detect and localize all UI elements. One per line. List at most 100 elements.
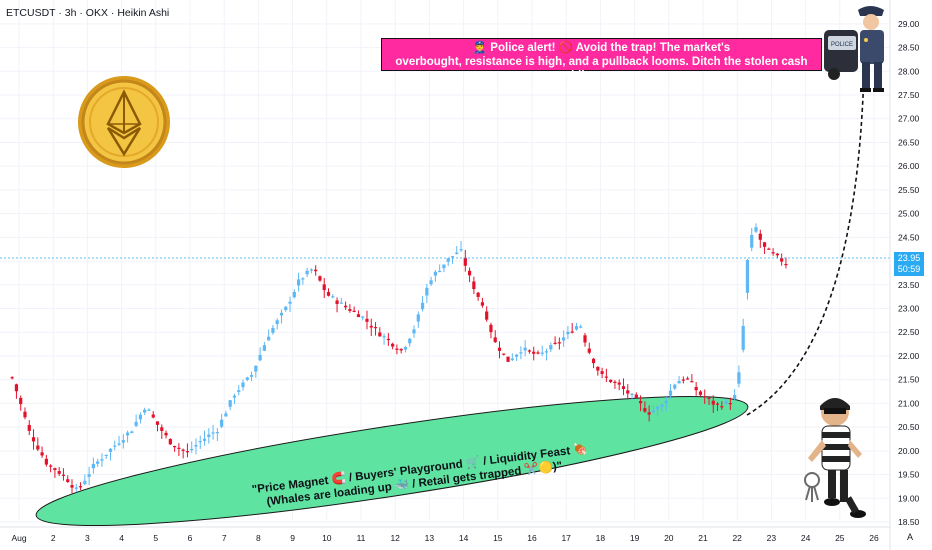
candle-body <box>361 316 365 318</box>
accumulation-zone <box>35 395 749 527</box>
candle-body <box>604 376 608 378</box>
time-tick-label: 18 <box>596 533 606 543</box>
candle-body <box>750 234 754 248</box>
candles <box>10 223 788 494</box>
price-tick-label: 20.50 <box>898 422 920 432</box>
price-tick-label: 26.50 <box>898 137 920 147</box>
candle-body <box>117 443 121 445</box>
candle-body <box>455 252 459 254</box>
price-tick-label: 25.50 <box>898 185 920 195</box>
candle-body <box>262 345 266 351</box>
candle-body <box>724 401 728 404</box>
candle-body <box>352 310 356 312</box>
candle-body <box>301 278 305 280</box>
candle-body <box>121 440 125 443</box>
candle-body <box>211 432 215 434</box>
time-tick-label: 17 <box>561 533 571 543</box>
candle-body <box>664 400 668 404</box>
candle-body <box>61 474 66 476</box>
candle-body <box>583 335 587 343</box>
candle-body <box>784 263 788 266</box>
candle-body <box>391 343 395 347</box>
candle-body <box>489 324 493 333</box>
candle-body <box>698 391 703 395</box>
candle-body <box>134 421 138 426</box>
candle-body <box>771 252 775 254</box>
candle-body <box>237 390 241 393</box>
time-tick-label: 26 <box>869 533 879 543</box>
police-alert-banner: 👮‍♂️ Police alert! 🚫 Avoid the trap! The… <box>381 38 822 82</box>
time-axis[interactable]: Aug 2 3 4 5 6 7 8 9 10 11 12 13 14 15 16 17 18 19 20 21 22 23 2… <box>0 526 890 543</box>
price-tick-label: 24.50 <box>898 232 920 242</box>
candle-body <box>574 326 579 330</box>
candle-body <box>467 270 472 276</box>
candle-body <box>344 305 348 308</box>
candle-body <box>160 427 164 431</box>
candle-body <box>515 354 519 357</box>
candle-body <box>185 451 190 453</box>
price-tick-label: 28.00 <box>898 66 920 76</box>
candle-body <box>587 348 591 353</box>
candle-body <box>155 421 160 425</box>
price-axis[interactable]: 18.50 19.00 19.50 20.00 20.50 21.00 21.50 22.00… <box>889 0 920 550</box>
candle-body <box>215 432 219 434</box>
candle-body <box>288 301 292 304</box>
candle-body <box>617 382 621 385</box>
candle-body <box>480 302 485 306</box>
candle-body <box>151 414 155 418</box>
price-tick-label: 20.00 <box>898 446 920 456</box>
time-tick-label: 14 <box>459 533 469 543</box>
candle-body <box>446 258 450 262</box>
candle-body <box>113 445 117 447</box>
candle-body <box>613 381 617 383</box>
candle-body <box>780 258 784 262</box>
time-tick-label: 20 <box>664 533 674 543</box>
candle-body <box>220 419 224 427</box>
candle-body <box>472 281 476 290</box>
candle-body <box>562 337 566 341</box>
auto-scale-toggle[interactable]: A <box>907 532 914 542</box>
candle-body <box>626 390 630 394</box>
candle-body <box>694 386 698 391</box>
candle-body <box>536 352 540 354</box>
candle-body <box>284 306 288 311</box>
candle-body <box>420 302 425 310</box>
candle-body <box>502 353 506 355</box>
time-tick-label: 6 <box>188 533 193 543</box>
candle-body <box>181 449 185 451</box>
candle-body <box>544 351 549 353</box>
price-tick-label: 27.00 <box>898 114 920 124</box>
symbol-header[interactable]: ETCUSDT · 3h · OKX · Heikin Ashi <box>6 7 170 19</box>
time-tick-label: 25 <box>835 533 845 543</box>
candle-body <box>335 300 339 304</box>
price-tick-label: 19.50 <box>898 470 920 480</box>
candle-body <box>279 312 284 316</box>
candle-body <box>168 438 172 445</box>
thief-icon <box>804 398 866 518</box>
projection-curve <box>746 69 865 416</box>
candle-body <box>643 408 647 412</box>
time-tick-label: 24 <box>801 533 811 543</box>
candle-body <box>609 379 613 383</box>
candle-body <box>40 452 44 456</box>
symbol-name[interactable]: ETCUSDT <box>6 7 56 19</box>
candle-body <box>147 409 151 411</box>
candle-body <box>591 358 596 364</box>
time-tick-label: 23 <box>767 533 777 543</box>
candle-body <box>275 320 279 325</box>
candle-body <box>254 365 258 372</box>
price-tick-label: 18.50 <box>898 517 920 527</box>
candle-body <box>228 400 232 407</box>
time-tick-label: 10 <box>322 533 332 543</box>
chart-style-label[interactable]: Heikin Ashi <box>117 7 170 19</box>
candle-body <box>57 471 61 474</box>
price-tick-label: 21.50 <box>898 375 920 385</box>
alert-line-2: overbought, resistance is high, and a pu… <box>395 56 808 82</box>
candle-body <box>527 350 532 352</box>
candle-body <box>647 412 651 415</box>
candle-body <box>348 309 352 311</box>
candle-body <box>365 318 369 322</box>
interval-label[interactable]: 3h <box>64 7 77 19</box>
support-ellipse <box>35 395 749 527</box>
